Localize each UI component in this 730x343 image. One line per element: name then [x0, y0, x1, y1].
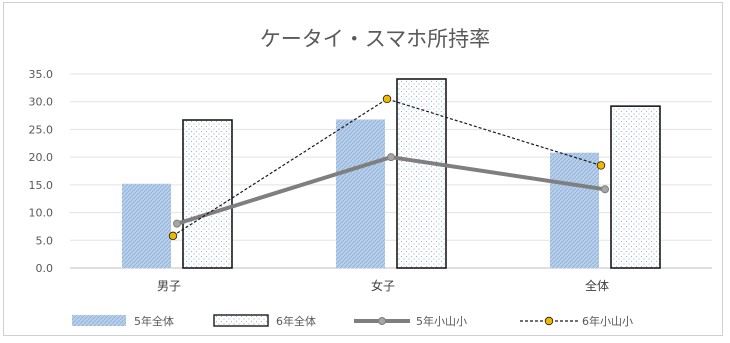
x-tick-label: 全体: [585, 278, 609, 293]
point-5nen-koyamasho: [387, 153, 395, 162]
y-tick-label: 5.0: [36, 234, 54, 247]
series-lines: [168, 94, 609, 241]
y-tick-label: 35.0: [29, 68, 54, 81]
legend-swatch: [213, 314, 269, 327]
legend-label: 5年小山小: [416, 314, 467, 328]
bar-5nen-zentai: [122, 183, 171, 268]
bar-5nen-zentai: [550, 152, 599, 268]
bars: [122, 78, 661, 269]
y-tick-label: 20.0: [29, 151, 54, 164]
y-tick-label: 10.0: [29, 207, 54, 220]
bar-6nen-zentai: [396, 78, 447, 269]
legend-label: 6年小山小: [582, 314, 633, 328]
legend-swatch: [72, 315, 126, 326]
y-tick-label: 0.0: [36, 262, 54, 275]
chart-title: ケータイ・スマホ所持率: [260, 27, 490, 51]
bar-5nen-zentai: [336, 119, 385, 268]
legend-marker: [378, 317, 386, 325]
y-tick-label: 15.0: [29, 179, 54, 192]
point-6nen-koyamasho: [596, 161, 606, 170]
y-axis: 0.0 5.0 10.0 15.0 20.0 25.0 30.0 35.0: [29, 68, 54, 275]
point-5nen-koyamasho: [173, 219, 181, 228]
point-6nen-koyamasho: [168, 231, 178, 241]
series-line-6nen-koyamasho: [172, 98, 602, 237]
legend-label: 6年全体: [276, 314, 316, 328]
x-axis: 男子 女子 全体: [157, 278, 609, 293]
legend-label: 5年全体: [134, 314, 174, 328]
x-tick-label: 女子: [371, 278, 395, 293]
bar-6nen-zentai: [610, 105, 661, 269]
y-tick-label: 30.0: [29, 96, 54, 109]
x-tick-label: 男子: [157, 279, 181, 293]
bar-6nen-zentai: [182, 119, 233, 269]
series-line-5nen-koyamasho: [176, 155, 606, 226]
legend-marker: [544, 316, 554, 326]
point-5nen-koyamasho: [601, 185, 609, 194]
point-6nen-koyamasho: [382, 94, 392, 104]
y-tick-label: 25.0: [29, 123, 54, 136]
legend: 5年全体 6年全体 5年小山小 6年小山小: [72, 314, 633, 328]
